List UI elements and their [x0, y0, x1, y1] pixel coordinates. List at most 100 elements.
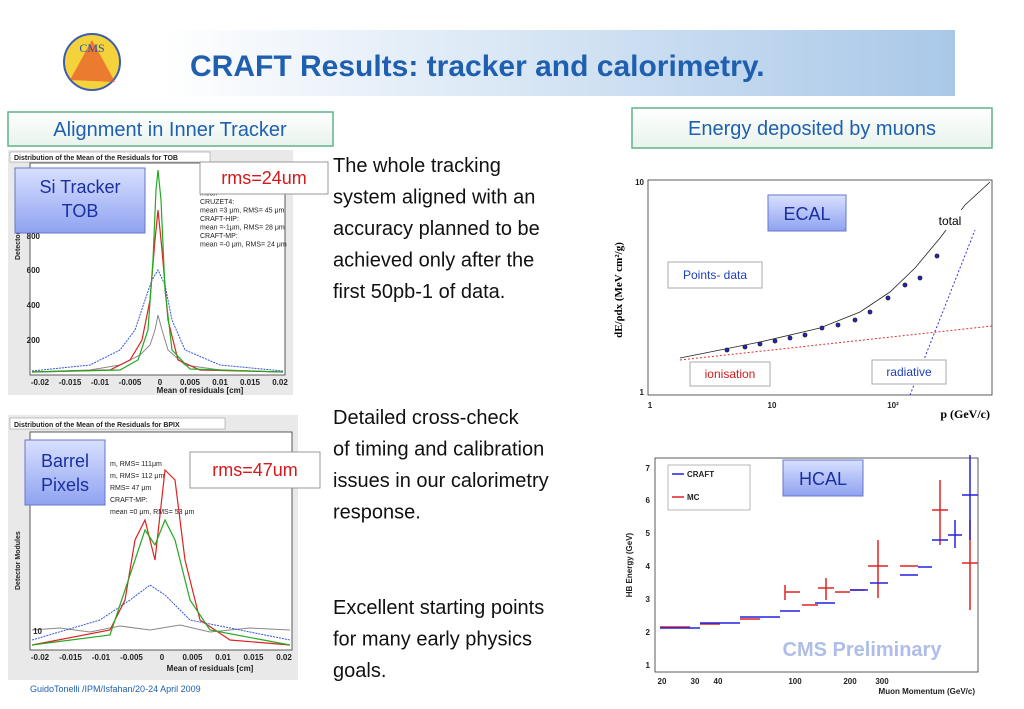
legend-label: m, RMS= 111μm — [110, 461, 162, 468]
y-tick-label: 1 — [640, 388, 645, 397]
x-tick-label: -0.015 — [59, 378, 82, 387]
legend-label: mean =-1μm, RMS= 28 μm — [200, 225, 285, 232]
text-line: achieved only after the — [333, 250, 534, 272]
label: radiative — [886, 365, 932, 379]
x-tick-label: -0.02 — [31, 653, 50, 662]
heading-box — [631, 107, 993, 149]
y-tick-label: 10 — [33, 627, 42, 636]
y-tick-label: 4 — [646, 562, 651, 571]
callout: Si Tracker TOB — [39, 177, 120, 221]
callout-box — [782, 459, 864, 497]
y-label: Detector Modules — [15, 531, 22, 590]
legend-label: CRAFT — [687, 470, 714, 479]
x-tick-label: 0 — [158, 378, 163, 387]
y-tick-label: 800 — [27, 232, 41, 241]
y-tick-label: 600 — [27, 266, 41, 275]
y-label: HB Energy (GeV) — [625, 532, 634, 597]
footer: GuidoTonelli /IPM/Isfahan/20-24 April 20… — [30, 684, 201, 694]
callout-box — [14, 167, 146, 234]
label: Points- data — [683, 268, 747, 282]
callout-box — [24, 439, 106, 506]
logo: CMS — [63, 33, 121, 91]
ecal-plot: dE/ρdx (MeV cm²/g) p (GeV/c) 1 10 10² 10… — [613, 178, 993, 421]
text-line: response. — [333, 502, 421, 524]
watermark: CMS Preliminary — [783, 639, 943, 661]
x-tick-label: -0.005 — [119, 378, 142, 387]
x-tick-label: 40 — [714, 677, 723, 686]
x-label: Muon Momentum (GeV/c) — [879, 687, 976, 696]
callout-line: Si Tracker — [39, 177, 120, 197]
x-tick-label: 300 — [875, 677, 889, 686]
logo-text: CMS — [79, 41, 104, 55]
label-box — [667, 261, 763, 289]
x-label: Mean of residuals [cm] — [167, 664, 254, 673]
x-label: p (GeV/c) — [940, 407, 990, 421]
plot-title: Distribution of the Mean of the Residual… — [14, 422, 180, 429]
rms-box — [189, 451, 321, 489]
x-tick-label: 0.015 — [240, 378, 261, 387]
x-tick-label: -0.02 — [31, 378, 50, 387]
label: total — [939, 214, 962, 228]
x-tick-label: -0.01 — [92, 653, 111, 662]
rms: rms=47um — [212, 460, 298, 480]
y-tick-label: 400 — [27, 301, 41, 310]
text-line: first 50pb-1 of data. — [333, 281, 505, 303]
plot-title: Distribution of the Mean of the Residual… — [14, 155, 178, 162]
legend-label: CRUZET4: — [200, 199, 234, 206]
text-line: system aligned with an — [333, 187, 535, 209]
x-tick-label: 0.01 — [212, 378, 228, 387]
heading: Alignment in Inner Tracker — [53, 119, 287, 141]
text-line: goals. — [333, 660, 386, 682]
label-box — [689, 361, 771, 387]
callout-line: Barrel — [41, 451, 89, 471]
legend-label: mean =-0 μm, RMS= 24 μm — [200, 242, 287, 249]
x-tick-label: 0.015 — [243, 653, 264, 662]
x-tick-label: 100 — [788, 677, 802, 686]
y-tick-label: 1 — [646, 661, 651, 670]
x-label: Mean of residuals [cm] — [157, 386, 244, 395]
x-tick-label: -0.005 — [120, 653, 143, 662]
callout: HCAL — [799, 469, 847, 489]
body-text: The whole tracking system aligned with an… — [333, 155, 549, 682]
y-tick-label: 5 — [646, 529, 651, 538]
y-label: dE/ρdx (MeV cm²/g) — [613, 242, 625, 338]
text-line: for many early physics — [333, 629, 532, 651]
callout-line: Pixels — [41, 475, 89, 495]
x-tick-label: 1 — [648, 401, 653, 410]
y-tick-label: 6 — [646, 496, 651, 505]
x-tick-label: 0.02 — [276, 653, 292, 662]
text-line: The whole tracking — [333, 155, 501, 177]
x-tick-label: 0.02 — [272, 378, 288, 387]
x-tick-label: 0.005 — [180, 378, 201, 387]
legend-label: RMS= 47 μm — [110, 485, 151, 492]
label: ionisation — [705, 367, 756, 381]
y-tick-label: 2 — [646, 628, 651, 637]
text-line: Detailed cross-check — [333, 407, 520, 429]
heading-box — [7, 111, 334, 147]
legend-label: MC — [687, 493, 700, 502]
text-line: accuracy planned to be — [333, 218, 540, 240]
callout-box — [767, 194, 847, 232]
rms: rms=24um — [221, 168, 307, 188]
x-tick-label: 0.01 — [215, 653, 231, 662]
legend-label: CRAFT-HIP: — [200, 216, 239, 223]
x-tick-label: 10² — [887, 401, 899, 410]
heading: Energy deposited by muons — [688, 118, 936, 140]
y-tick-label: 3 — [646, 595, 651, 604]
label-box — [871, 359, 947, 385]
legend-label: CRAFT-MP: — [110, 497, 148, 504]
label-box — [928, 210, 972, 230]
x-tick-label: 200 — [843, 677, 857, 686]
title: CRAFT Results: tracker and calorimetry. — [190, 50, 765, 83]
y-tick-label: 7 — [646, 464, 651, 473]
legend-label: CRAFT-MP: — [200, 233, 238, 240]
legend-label: mean =3 μm, RMS= 45 μm — [200, 208, 284, 215]
x-tick-label: 30 — [691, 677, 700, 686]
legend-label: m, RMS= 112 μm — [110, 473, 164, 480]
x-tick-label: -0.015 — [59, 653, 82, 662]
callout-line: TOB — [62, 201, 99, 221]
x-tick-label: 10 — [768, 401, 777, 410]
x-tick-label: 0.005 — [182, 653, 203, 662]
y-tick-label: 200 — [27, 336, 41, 345]
